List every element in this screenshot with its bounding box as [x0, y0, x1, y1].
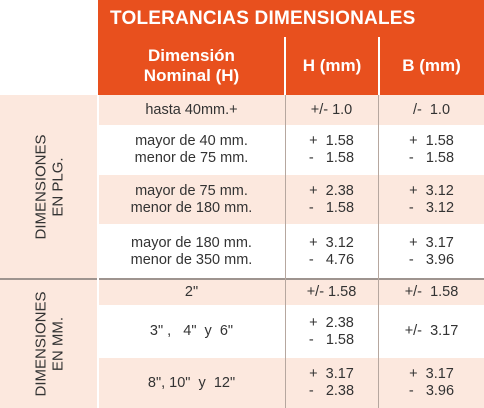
cell-h: + 2.38 - 1.58 — [285, 307, 378, 356]
cell-b-line: + 3.17 — [409, 235, 454, 251]
cell-b: + 1.58 - 1.58 — [379, 127, 484, 173]
group-label-plg-line1: DIMENSIONES — [32, 133, 50, 240]
header-divider — [284, 37, 286, 95]
cell-h-line: +/- 1.0 — [310, 101, 353, 118]
cell-h: + 2.38 - 1.58 — [285, 175, 378, 224]
row-divider — [98, 173, 484, 175]
table-title: TOLERANCIAS DIMENSIONALES — [98, 0, 484, 37]
cell-h-line: +/- 1.58 — [306, 284, 357, 300]
header-h-mm-text: H (mm) — [302, 56, 362, 75]
cell-b-line: - 3.96 — [408, 252, 455, 268]
cell-b-line: + 3.12 — [409, 182, 454, 199]
group-label-mm-line1: DIMENSIONES — [32, 291, 50, 397]
cell-h-line: - 2.38 — [308, 383, 355, 399]
group-label-mm: DIMENSIONES EN MM. — [0, 280, 98, 408]
column-divider — [285, 95, 286, 408]
cell-h: +/- 1.58 — [285, 280, 378, 305]
cell-b-line: +/- 3.17 — [404, 323, 459, 339]
cell-h: + 3.17 - 2.38 — [285, 358, 378, 408]
cell-b-line: - 3.12 — [408, 199, 455, 216]
cell-h-line: - 1.58 — [308, 199, 355, 216]
group-label-mm-line2: EN MM. — [49, 316, 67, 372]
group-divider — [0, 278, 484, 280]
group-label-plg-line2: EN PLG. — [49, 156, 67, 217]
cell-b: +/- 3.17 — [379, 307, 484, 356]
cell-b: + 3.17 - 3.96 — [379, 226, 484, 278]
cell-h-line: + 2.38 — [309, 314, 354, 331]
cell-b-line: /- 1.0 — [412, 101, 451, 118]
row-divider — [98, 305, 484, 307]
cell-h-line: - 1.58 — [308, 331, 355, 348]
cell-nominal: mayor de 75 mm. menor de 180 mm. — [98, 175, 285, 224]
cell-nominal: mayor de 40 mm. menor de 75 mm. — [98, 127, 285, 173]
cell-b: + 3.17 - 3.96 — [379, 358, 484, 408]
cell-nominal-line: menor de 180 mm. — [130, 199, 253, 216]
cell-h-line: - 4.76 — [308, 252, 355, 268]
header-dimension-line1: Dimensión — [148, 46, 235, 65]
cell-nominal-line: menor de 75 mm. — [134, 150, 249, 166]
cell-h-line: + 3.12 — [309, 235, 354, 251]
group-side-plg-bg — [0, 95, 98, 278]
cell-b-line: + 1.58 — [409, 133, 454, 149]
cell-nominal-line: menor de 350 mm. — [130, 252, 253, 268]
cell-h-line: + 3.17 — [309, 366, 354, 382]
table-title-text: TOLERANCIAS DIMENSIONALES — [110, 7, 416, 29]
cell-nominal: 3" , 4" y 6" — [98, 307, 285, 356]
cell-b-line: + 3.17 — [409, 366, 454, 382]
cell-nominal: 8", 10" y 12" — [98, 358, 285, 408]
cell-h: + 1.58 - 1.58 — [285, 127, 378, 173]
column-divider — [97, 95, 99, 408]
cell-nominal-line: mayor de 180 mm. — [131, 235, 252, 251]
cell-nominal-line: mayor de 75 mm. — [135, 182, 248, 199]
cell-h-line: - 1.58 — [308, 150, 355, 166]
cell-h: + 3.12 - 4.76 — [285, 226, 378, 278]
cell-nominal-line: 3" , 4" y 6" — [149, 323, 234, 339]
cell-nominal: hasta 40mm.+ — [98, 95, 285, 125]
cell-nominal: mayor de 180 mm. menor de 350 mm. — [98, 226, 285, 278]
cell-nominal-line: hasta 40mm.+ — [145, 101, 238, 118]
cell-b: +/- 1.58 — [379, 280, 484, 305]
cell-b: /- 1.0 — [379, 95, 484, 125]
header-b-mm: B (mm) — [379, 37, 484, 95]
row-divider — [98, 356, 484, 358]
cell-h-line: + 2.38 — [309, 182, 354, 199]
cell-h-line: + 1.58 — [309, 133, 354, 149]
row-divider — [98, 224, 484, 226]
cell-b-line: - 3.96 — [408, 383, 455, 399]
cell-b-line: - 1.58 — [408, 150, 455, 166]
group-side-mm-bg — [0, 280, 98, 408]
group-label-plg: DIMENSIONES EN PLG. — [0, 95, 98, 278]
cell-nominal-line: 8", 10" y 12" — [147, 374, 236, 391]
row-divider — [98, 125, 484, 127]
header-b-mm-text: B (mm) — [402, 56, 461, 75]
cell-b: + 3.12 - 3.12 — [379, 175, 484, 224]
cell-nominal: 2" — [98, 280, 285, 305]
column-divider — [378, 95, 379, 408]
header-dimension-nominal: Dimensión Nominal (H) — [98, 37, 285, 95]
header-dimension-line2: Nominal (H) — [143, 66, 240, 85]
header-h-mm: H (mm) — [285, 37, 379, 95]
cell-b-line: +/- 1.58 — [404, 284, 459, 300]
cell-h: +/- 1.0 — [285, 95, 378, 125]
cell-nominal-line: 2" — [184, 284, 199, 300]
cell-nominal-line: mayor de 40 mm. — [135, 133, 248, 149]
header-divider — [378, 37, 380, 95]
